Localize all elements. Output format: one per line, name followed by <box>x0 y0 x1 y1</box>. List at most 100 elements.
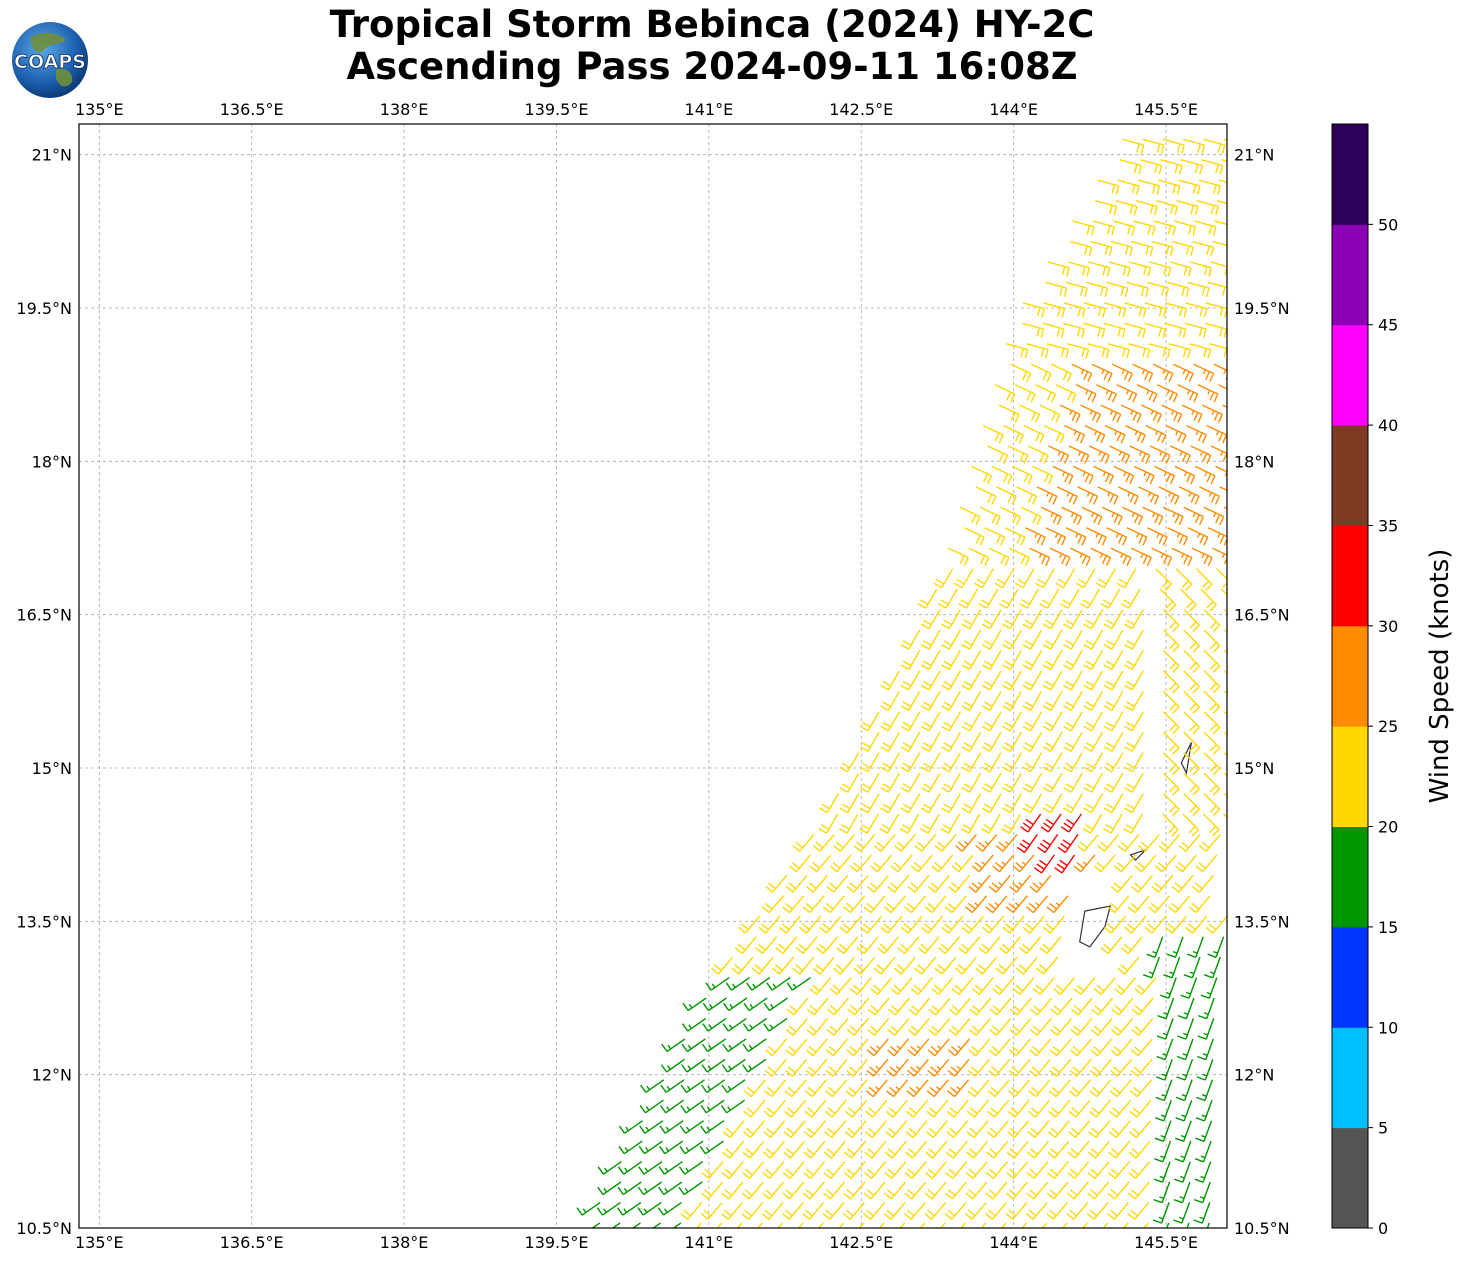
wind-barb <box>1046 1181 1069 1200</box>
wind-barb <box>1030 997 1053 1016</box>
wind-barb <box>763 1017 788 1032</box>
wind-barb <box>906 1058 929 1077</box>
wind-barb <box>1048 1099 1071 1118</box>
wind-barb <box>1064 424 1086 444</box>
wind-barb <box>846 874 869 893</box>
wind-barb <box>1033 854 1055 874</box>
wind-barb <box>682 997 707 1012</box>
wind-barb <box>863 1201 886 1220</box>
wind-barb <box>1180 977 1198 999</box>
wind-barb <box>944 1201 967 1220</box>
wind-barb <box>1206 424 1227 444</box>
wind-barb <box>1042 670 1063 691</box>
wind-barb <box>1067 1161 1090 1179</box>
wind-barb <box>1063 670 1083 691</box>
wind-barb <box>657 1222 682 1228</box>
wind-barb <box>1000 1222 1007 1228</box>
wind-barb <box>1000 506 1022 526</box>
wind-barb <box>1194 220 1217 236</box>
wind-barb <box>1068 445 1090 464</box>
wind-barb <box>702 1017 727 1032</box>
wind-barb <box>927 1058 950 1077</box>
colorbar-tick-label: 25 <box>1378 717 1398 736</box>
wind-barb <box>1107 343 1130 359</box>
lat-tick-label-left: 10.5°N <box>16 1219 72 1238</box>
wind-barb <box>1089 1079 1112 1098</box>
wind-barb <box>1008 1058 1031 1077</box>
lat-tick-label-right: 18°N <box>1234 452 1274 471</box>
wind-barb <box>681 1058 706 1073</box>
wind-barb <box>995 956 1018 975</box>
wind-barb <box>964 527 985 546</box>
wind-barb <box>1154 854 1177 873</box>
wind-barb <box>1042 650 1063 671</box>
wind-barb <box>741 1201 764 1220</box>
wind-barb <box>941 752 961 773</box>
wind-barb <box>795 936 818 955</box>
lat-tick-label-left: 13.5°N <box>16 912 72 931</box>
wind-barb <box>1110 1058 1133 1077</box>
wind-barb <box>900 915 923 934</box>
wind-barb <box>1035 384 1057 403</box>
wind-barb <box>596 1201 621 1216</box>
wind-barb <box>1102 813 1123 834</box>
wind-barb <box>947 1038 971 1057</box>
wind-barb <box>966 1120 989 1139</box>
wind-barb <box>880 670 901 691</box>
wind-barb <box>1183 690 1200 714</box>
wind-barb <box>865 1079 888 1098</box>
wind-barb <box>1022 772 1043 793</box>
wind-barb <box>1168 343 1191 359</box>
wind-barb <box>1128 1140 1151 1159</box>
wind-barb <box>945 1140 968 1159</box>
wind-barb <box>900 711 921 732</box>
wind-barb <box>860 915 883 934</box>
lon-tick-label-bottom: 145.5°E <box>1134 1233 1198 1252</box>
wind-barb <box>992 977 1015 995</box>
wind-barb <box>1155 1099 1172 1122</box>
wind-barb <box>1145 424 1167 444</box>
wind-barb <box>1042 690 1063 712</box>
wind-barb <box>597 1181 622 1196</box>
wind-barb <box>812 833 835 852</box>
wind-barb <box>1087 1181 1110 1200</box>
wind-barb <box>959 506 981 526</box>
wind-barb <box>1216 568 1227 592</box>
wind-barb <box>1116 568 1137 589</box>
wind-barb <box>1027 445 1049 464</box>
wind-barb <box>1144 302 1167 318</box>
wind-barb <box>849 854 872 873</box>
wind-barb <box>1107 895 1130 914</box>
wind-barb <box>920 731 941 752</box>
wind-barb <box>920 793 941 814</box>
wind-barb <box>1070 547 1091 566</box>
wind-barb <box>1006 1161 1029 1179</box>
wind-barb <box>941 731 961 752</box>
wind-barb <box>1203 731 1221 755</box>
wind-barb <box>833 956 856 975</box>
wind-barb <box>1061 506 1083 526</box>
wind-barb <box>783 1140 806 1159</box>
wind-barb <box>829 977 852 995</box>
wind-barb <box>1084 424 1106 444</box>
wind-barb <box>1178 486 1200 505</box>
wind-barb <box>1193 1181 1211 1204</box>
wind-barb <box>1022 915 1045 934</box>
wind-barb <box>1187 527 1209 546</box>
wind-barb <box>1007 1120 1030 1139</box>
wind-barb <box>966 1099 990 1118</box>
wind-barb <box>1181 404 1203 423</box>
wind-barb <box>1162 813 1179 837</box>
wind-barb <box>822 1181 846 1200</box>
wind-barb <box>1008 1038 1031 1057</box>
wind-barb <box>1047 261 1070 277</box>
wind-barb <box>1163 690 1180 714</box>
wind-barb <box>1168 895 1191 914</box>
wind-barb <box>1048 1079 1071 1098</box>
wind-barb <box>659 1120 684 1134</box>
wind-barb <box>1146 281 1170 297</box>
wind-barb <box>961 793 982 814</box>
wind-barb <box>1069 1058 1092 1077</box>
wind-barb <box>742 1140 765 1159</box>
wind-barb <box>1007 1099 1030 1118</box>
